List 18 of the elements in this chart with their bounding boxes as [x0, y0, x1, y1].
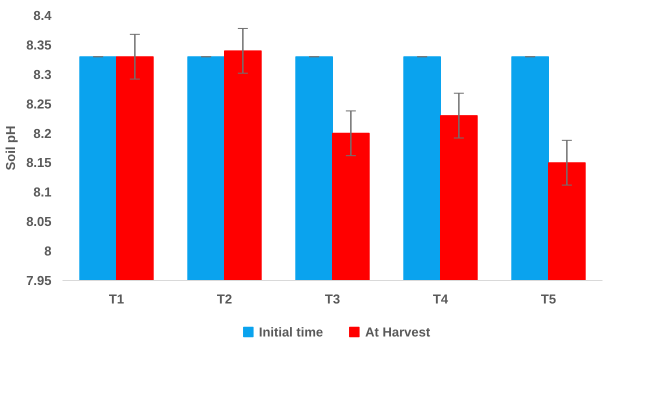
- y-tick-label: 8.4: [33, 8, 52, 23]
- y-tick-label: 8: [44, 244, 52, 259]
- legend-label: At Harvest: [365, 324, 430, 339]
- legend-label: Initial time: [258, 324, 324, 339]
- x-tick-label: T1: [108, 292, 124, 306]
- y-tick-label: 8.25: [26, 96, 52, 112]
- y-tick-label: 8.15: [26, 155, 52, 170]
- x-tick-label: T2: [216, 292, 232, 306]
- y-tick-label: 8.1: [33, 184, 52, 200]
- y-tick-label: 7.95: [26, 273, 52, 288]
- y-tick-label: 8.2: [33, 126, 52, 141]
- y-axis-title: Soil pH: [3, 126, 18, 170]
- x-tick-label: T4: [432, 292, 449, 306]
- y-tick-label: 8.35: [26, 37, 52, 52]
- y-tick-label: 8.3: [33, 66, 52, 82]
- y-tick-label: 8.05: [26, 214, 52, 230]
- x-tick-label: T3: [324, 292, 340, 306]
- x-tick-label: T5: [540, 292, 556, 306]
